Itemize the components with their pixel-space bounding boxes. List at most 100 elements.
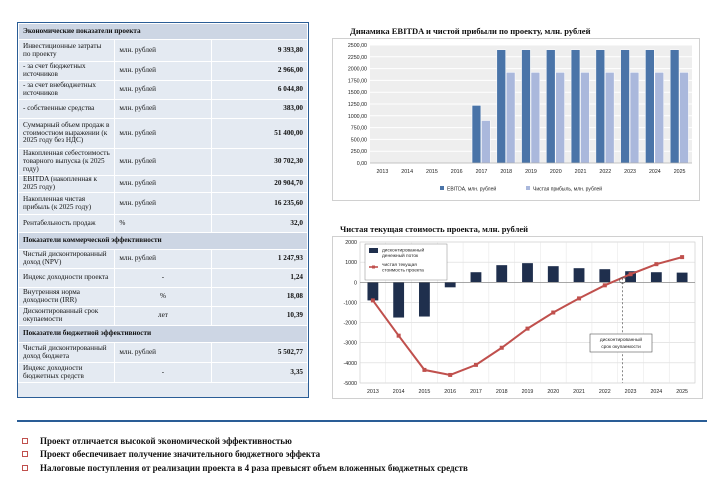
npv-point <box>525 326 530 331</box>
x-tick-label: 2025 <box>676 389 688 395</box>
row-unit: лет <box>114 306 212 326</box>
row-value: 383,00 <box>210 99 309 119</box>
row-label: Накопленная чистая прибыль (к 2025 году) <box>17 192 116 215</box>
npv-point <box>602 283 607 288</box>
row-unit: млн. рублей <box>114 148 212 176</box>
row-label: Индекс доходности бюджетных средств <box>17 362 116 383</box>
table-row: Чистый дисконтированный доход бюджета млн… <box>17 342 309 363</box>
legend-swatch <box>369 248 378 253</box>
x-tick-label: 2019 <box>522 389 534 395</box>
npv-chart-title: Чистая текущая стоимость проекта, млн. р… <box>340 224 529 234</box>
x-tick-label: 2013 <box>376 169 388 175</box>
table-row: - за счет бюджетных источников млн. рубле… <box>17 61 309 81</box>
ebitda-chart-title: Динамика EBITDA и чистой прибыли по прое… <box>350 26 591 36</box>
row-value: 1,24 <box>210 268 309 288</box>
cash-flow-bar <box>496 265 508 283</box>
table-row: Внутренняя норма доходности (IRR)% 18,08 <box>17 287 309 307</box>
x-tick-label: 2022 <box>599 169 611 175</box>
ebitda-bar <box>595 49 605 164</box>
ebitda-bar <box>570 49 581 164</box>
y-tick-label: -5000 <box>343 381 357 387</box>
y-tick-label: -1000 <box>343 300 357 306</box>
x-tick-label: 2014 <box>393 389 405 395</box>
net-profit-bar <box>679 72 689 164</box>
x-tick-label: 2024 <box>649 169 661 175</box>
cash-flow-bar <box>599 269 611 283</box>
x-tick-label: 2021 <box>573 389 585 395</box>
npv-point <box>680 255 685 260</box>
y-tick-label: 750,00 <box>351 126 367 132</box>
table-row: Накопленная чистая прибыль (к 2025 году)… <box>17 192 309 215</box>
annotation-label: срок окупаемости <box>601 345 641 350</box>
row-unit: % <box>114 214 212 233</box>
net-profit-bar <box>654 72 664 164</box>
legend-label: денежный поток <box>382 252 419 259</box>
table-row: Инвестиционные затраты по проекту млн. ру… <box>17 39 309 62</box>
npv-point <box>577 296 582 301</box>
y-tick-label: 1750,00 <box>348 78 367 84</box>
section-header-budget: Показатели бюджетной эффективности <box>18 325 308 343</box>
row-label: Индекс доходности проекта <box>17 268 116 288</box>
indicators-table: Экономические показатели проекта Инвести… <box>17 23 309 383</box>
cash-flow-bar <box>367 282 379 301</box>
row-label: - за счет внебюджетных источников <box>17 80 116 100</box>
y-tick-label: -3000 <box>343 341 357 347</box>
legend-label: EBITDA, млн. рублей <box>447 186 496 193</box>
cash-flow-bar <box>625 271 636 283</box>
x-tick-label: 2018 <box>496 389 508 395</box>
divider <box>17 420 707 422</box>
y-tick-label: 1500,00 <box>348 90 367 96</box>
row-unit: млн. рублей <box>114 249 212 269</box>
row-value: 9 393,80 <box>210 39 309 62</box>
cash-flow-bar <box>444 282 456 288</box>
ebitda-bar <box>669 49 680 164</box>
net-profit-bar <box>530 72 541 164</box>
section-title: Экономические показатели проекта <box>18 23 308 40</box>
x-tick-label: 2020 <box>550 169 562 175</box>
payback-point <box>619 276 626 284</box>
indicators-panel: Экономические показатели проекта Инвести… <box>17 22 309 398</box>
npv-point <box>628 272 633 277</box>
legend-label: чистая текущая <box>382 263 417 268</box>
row-unit: млн. рублей <box>114 80 212 100</box>
npv-point <box>448 372 453 377</box>
row-unit: % <box>114 287 212 307</box>
table-row: EBITDA (накопленная к 2025 году) млн. руб… <box>17 175 309 193</box>
x-tick-label: 2013 <box>367 389 379 395</box>
x-tick-label: 2022 <box>599 389 611 395</box>
row-unit: млн. рублей <box>114 99 212 119</box>
table-row: - собственные средства млн. рублей 383,00 <box>17 99 309 119</box>
npv-point <box>473 362 478 367</box>
cash-flow-bar <box>393 282 405 318</box>
npv-chart: 2000 1000 0 -1000 -2000 -3000 -4000 -5000 2013 20… <box>332 236 703 399</box>
row-label: Рентабельность продаж <box>17 214 116 233</box>
list-item: Проект отличается высокой экономической … <box>22 434 468 448</box>
bullet-square-icon <box>22 437 28 444</box>
x-tick-label: 2025 <box>674 169 686 175</box>
net-profit-bar <box>605 72 615 164</box>
y-tick-label: 0 <box>354 280 357 286</box>
row-label: Суммарный объем продаж в стоимостном выр… <box>17 118 116 149</box>
row-value: 20 904,70 <box>210 175 309 193</box>
table-row: Суммарный объем продаж в стоимостном выр… <box>17 118 309 149</box>
y-tick-label: 2000,00 <box>348 67 367 73</box>
legend-marker <box>372 265 375 269</box>
ebitda-bar <box>620 49 630 164</box>
row-value: 3,35 <box>210 362 309 383</box>
table-row: Накопленная себестоимость товарного выпу… <box>17 148 309 176</box>
annotation-box <box>589 333 653 353</box>
row-label: - собственные средства <box>17 99 116 119</box>
y-tick-label: 1250,00 <box>348 102 367 108</box>
bullet-square-icon <box>22 451 28 458</box>
row-value: 32,0 <box>210 214 309 233</box>
x-tick-label: 2015 <box>419 389 431 395</box>
npv-point <box>654 262 659 267</box>
row-unit: млн. рублей <box>114 192 212 215</box>
y-tick-label: 0,00 <box>357 161 367 167</box>
cash-flow-bar <box>522 263 533 283</box>
table-row: Рентабельность продаж% 32,0 <box>17 214 309 233</box>
row-unit: - <box>114 362 212 383</box>
legend-label: Чистая прибыль, млн. рублей <box>533 186 602 193</box>
y-tick-label: 250,00 <box>351 149 367 155</box>
npv-point <box>551 310 556 315</box>
